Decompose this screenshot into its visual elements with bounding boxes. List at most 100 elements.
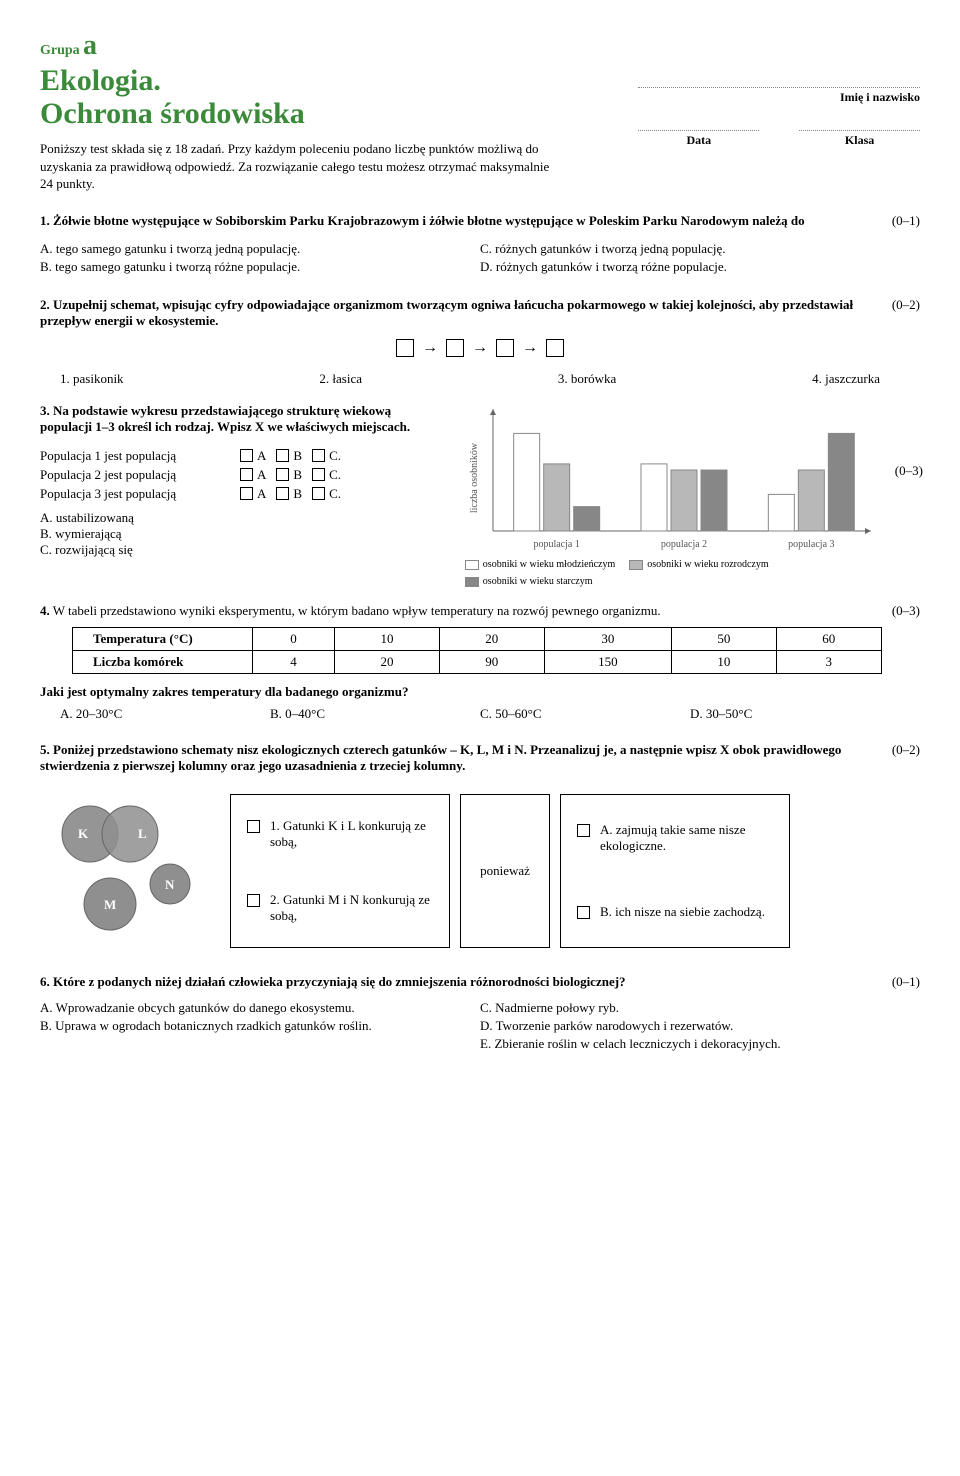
q4-table: Temperatura (°C)01020305060Liczba komóre… [72, 627, 882, 674]
q4-d[interactable]: D. 30–50°C [690, 706, 900, 722]
q5-mid: ponieważ [460, 794, 550, 948]
q5-text: 5. Poniżej przedstawiono schematy nisz e… [40, 742, 892, 774]
q3-row2: Populacja 2 jest populacją A B C. [40, 467, 445, 483]
header-right: Imię i nazwisko Data Klasa [638, 30, 920, 148]
q6-pts: (0–1) [892, 974, 920, 990]
q1: 1. Żółwie błotne występujące w Sobiborsk… [40, 213, 920, 229]
q3-row3-label: Populacja 3 jest populacją [40, 486, 230, 502]
class-label: Klasa [799, 133, 920, 148]
q5-s1: 1. Gatunki K i L konkurują ze sobą, [270, 818, 433, 850]
q1-options: A. tego samego gatunku i tworzą jedną po… [40, 239, 920, 277]
q5-col2: A. zajmują takie same nisze ekologiczne.… [560, 794, 790, 948]
q1-text: 1. Żółwie błotne występujące w Sobiborsk… [40, 213, 892, 229]
svg-text:liczba osobników: liczba osobników [469, 442, 480, 513]
q3-row1-label: Populacja 1 jest populacją [40, 448, 230, 464]
q3-row3: Populacja 3 jest populacją A B C. [40, 486, 445, 502]
q4-text: 4. W tabeli przedstawiono wyniki ekspery… [40, 603, 892, 619]
q3-text: 3. Na podstawie wykresu przedstawiająceg… [40, 403, 445, 435]
chain-box-4[interactable] [546, 339, 564, 357]
svg-text:populacja 1: populacja 1 [533, 539, 579, 550]
q5-s2: 2. Gatunki M i N konkurują ze sobą, [270, 892, 433, 924]
q1-opt-a[interactable]: A. tego samego gatunku i tworzą jedną po… [40, 241, 480, 257]
q5-mid-text: ponieważ [480, 863, 530, 879]
title-line1: Ekologia. [40, 64, 550, 97]
intro-text: Poniższy test składa się z 18 zadań. Prz… [40, 140, 550, 193]
q3-opt-a: A. ustabilizowaną [40, 510, 445, 526]
date-line[interactable] [638, 119, 759, 131]
q5-pts: (0–2) [892, 742, 920, 758]
name-line[interactable] [638, 76, 920, 88]
q1-opt-d[interactable]: D. różnych gatunków i tworzą różne popul… [480, 259, 920, 275]
venn-diagram: KLMN [40, 794, 220, 948]
q4-answers: A. 20–30°C B. 0–40°C C. 50–60°C D. 30–50… [60, 706, 900, 722]
q5-diagram: KLMN 1. Gatunki K i L konkurują ze sobą,… [40, 794, 920, 948]
q3-r1-c[interactable] [312, 449, 325, 462]
q3-opt-b: B. wymierającą [40, 526, 445, 542]
header: Grupa a Ekologia. Ochrona środowiska Pon… [40, 30, 920, 193]
q6-a[interactable]: A. Wprowadzanie obcych gatunków do daneg… [40, 1000, 480, 1016]
svg-text:populacja 2: populacja 2 [661, 539, 707, 550]
q6-e[interactable]: E. Zbieranie roślin w celach leczniczych… [480, 1036, 920, 1052]
q3-row2-label: Populacja 2 jest populacją [40, 467, 230, 483]
chain-item-4: 4. jaszczurka [812, 371, 880, 387]
chain-box-2[interactable] [446, 339, 464, 357]
chain-item-1: 1. pasikonik [60, 371, 124, 387]
q6-c[interactable]: C. Nadmierne połowy ryb. [480, 1000, 920, 1016]
chart-legend: osobniki w wieku młodzieńczymosobniki w … [465, 559, 875, 587]
q3-r2-c[interactable] [312, 468, 325, 481]
q5-r2-check[interactable] [577, 906, 590, 919]
chain-item-3: 3. borówka [558, 371, 617, 387]
header-left: Grupa a Ekologia. Ochrona środowiska Pon… [40, 30, 550, 193]
q1-opt-b[interactable]: B. tego samego gatunku i tworzą różne po… [40, 259, 480, 275]
class-line[interactable] [799, 119, 920, 131]
q3-r3-a[interactable] [240, 487, 253, 500]
q3-r3-c[interactable] [312, 487, 325, 500]
date-class-row: Data Klasa [638, 119, 920, 148]
q5-r1: A. zajmują takie same nisze ekologiczne. [600, 822, 773, 854]
q3-row1: Populacja 1 jest populacją A B C. [40, 448, 445, 464]
q6-d[interactable]: D. Tworzenie parków narodowych i rezerwa… [480, 1018, 920, 1034]
q3-opts: A. ustabilizowaną B. wymierającą C. rozw… [40, 510, 445, 558]
q5-s1-check[interactable] [247, 820, 260, 833]
page-title: Ekologia. Ochrona środowiska [40, 64, 550, 130]
svg-text:N: N [165, 877, 175, 892]
svg-text:populacja 3: populacja 3 [788, 539, 834, 550]
svg-text:K: K [78, 826, 89, 841]
chain-box-3[interactable] [496, 339, 514, 357]
q3-r2-a[interactable] [240, 468, 253, 481]
chain-item-2: 2. łasica [319, 371, 362, 387]
date-label: Data [638, 133, 759, 148]
svg-text:M: M [104, 897, 116, 912]
q5-r2: B. ich nisze na siebie zachodzą. [600, 904, 765, 920]
q4-b[interactable]: B. 0–40°C [270, 706, 480, 722]
q6-b[interactable]: B. Uprawa w ogrodach botanicznych rzadki… [40, 1018, 480, 1034]
grupa-letter: a [83, 30, 97, 61]
q6: 6. Które z podanych niżej działań człowi… [40, 974, 920, 990]
q4: 4. W tabeli przedstawiono wyniki ekspery… [40, 603, 920, 619]
q5-r1-check[interactable] [577, 824, 590, 837]
chain-boxes: → → → [40, 339, 920, 357]
grupa-line: Grupa a [40, 30, 550, 62]
q3-r1-a[interactable] [240, 449, 253, 462]
q5: 5. Poniżej przedstawiono schematy nisz e… [40, 742, 920, 774]
q3-r2-b[interactable] [276, 468, 289, 481]
q5-col1: 1. Gatunki K i L konkurują ze sobą, 2. G… [230, 794, 450, 948]
q3-left: 3. Na podstawie wykresu przedstawiająceg… [40, 403, 445, 558]
name-label: Imię i nazwisko [638, 90, 920, 105]
q2: 2. Uzupełnij schemat, wpisując cyfry odp… [40, 297, 920, 329]
q3-pts: (0–3) [895, 463, 923, 479]
population-chart: liczba osobników populacja 1 populacja 2 po… [465, 403, 875, 553]
q4-pts: (0–3) [892, 603, 920, 619]
q4-c[interactable]: C. 50–60°C [480, 706, 690, 722]
q6-options: A. Wprowadzanie obcych gatunków do daneg… [40, 998, 920, 1054]
q3-right: liczba osobników populacja 1 populacja 2 po… [465, 403, 875, 587]
q2-text: 2. Uzupełnij schemat, wpisując cyfry odp… [40, 297, 892, 329]
q5-s2-check[interactable] [247, 894, 260, 907]
q1-opt-c[interactable]: C. różnych gatunków i tworzą jedną popul… [480, 241, 920, 257]
q2-pts: (0–2) [892, 297, 920, 313]
q3-r3-b[interactable] [276, 487, 289, 500]
title-line2: Ochrona środowiska [40, 97, 550, 130]
q4-a[interactable]: A. 20–30°C [60, 706, 270, 722]
q3-r1-b[interactable] [276, 449, 289, 462]
chain-box-1[interactable] [396, 339, 414, 357]
